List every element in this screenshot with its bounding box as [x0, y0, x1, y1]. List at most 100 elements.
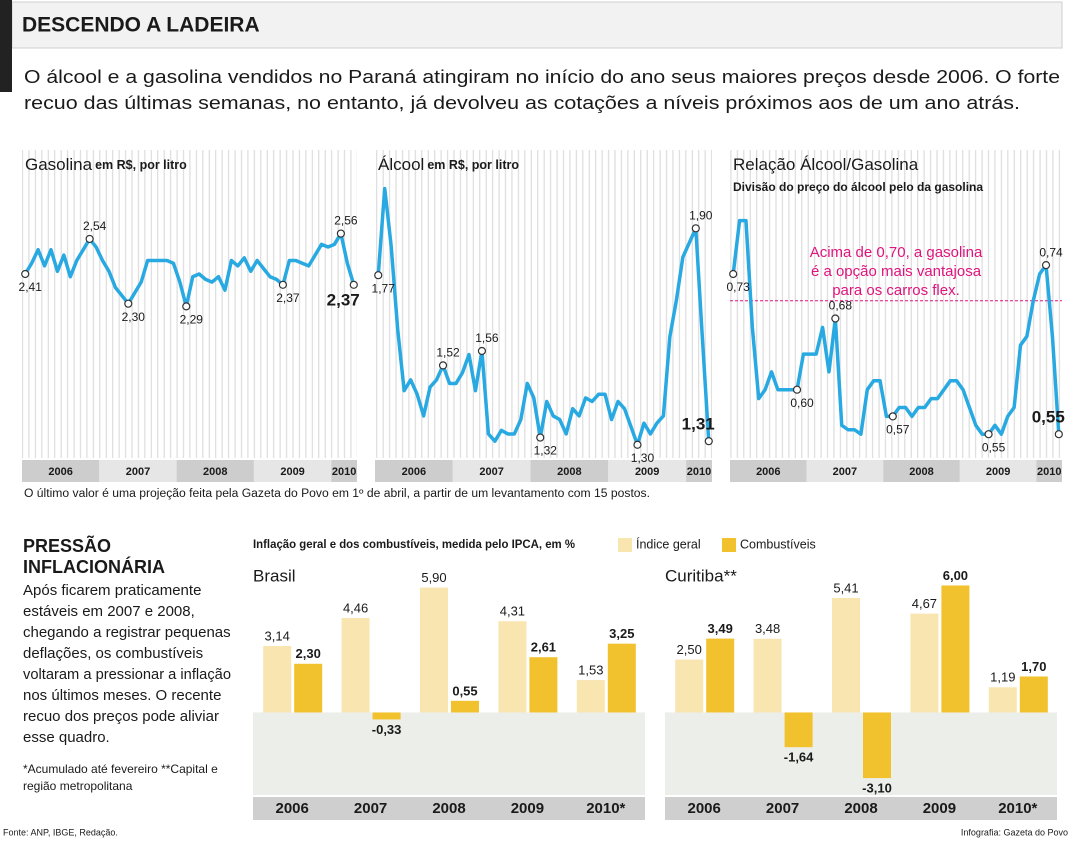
value-label: 2,56	[334, 214, 358, 228]
year-band	[253, 460, 332, 482]
value-label: 1,56	[475, 331, 499, 345]
year-label: 2008	[203, 466, 227, 478]
bar	[420, 587, 448, 713]
point-marker	[792, 385, 802, 394]
point-marker	[124, 299, 133, 308]
last-value-label: 0,55	[1032, 408, 1065, 427]
price-line	[376, 186, 711, 447]
x-tick-label: 2007	[354, 800, 387, 817]
bar	[988, 687, 1017, 713]
chart-subtitle: Divisão do preço do álcool pelo da gasol…	[733, 180, 983, 194]
bar-value-label: -1,64	[784, 750, 814, 765]
value-label: 0,73	[727, 280, 751, 294]
sidebar-text: chegando a registrar pequenas	[23, 624, 231, 641]
year-band	[608, 460, 687, 482]
bar	[607, 643, 636, 713]
value-label: 1,52	[436, 346, 460, 360]
chart-unit: em R$, por litro	[95, 158, 187, 172]
point-marker	[888, 412, 897, 421]
legend-swatch	[722, 538, 736, 552]
bar-value-label: 2,30	[296, 646, 321, 661]
year-label: 2008	[557, 466, 581, 478]
header-band	[11, 1, 1063, 49]
value-label: 1,77	[372, 281, 396, 295]
chart-title: Curitiba**	[665, 566, 737, 585]
value-label: 2,41	[19, 280, 43, 294]
header-subtitle: O álcool e a gasolina vendidos no Paraná…	[24, 67, 1060, 87]
bar	[753, 638, 782, 713]
source: Fonte: ANP, IBGE, Redação.	[3, 827, 118, 837]
chart-title-text: Gasolina	[25, 155, 93, 174]
x-tick-label: 2007	[766, 800, 799, 817]
value-label: 2,30	[122, 310, 146, 324]
sidebar-text: voltaram a pressionar a inflação	[23, 666, 231, 683]
year-band	[452, 460, 531, 482]
year-band	[806, 460, 884, 482]
footnote: região metropolitana	[23, 779, 133, 793]
bar-value-label: 0,55	[452, 683, 477, 698]
bar-value-label: 2,61	[531, 640, 556, 655]
chart-title: Relação Álcool/Gasolina	[733, 155, 919, 174]
value-label: 0,57	[886, 423, 910, 437]
header-subtitle: recuo das últimas semanas, no entanto, j…	[24, 93, 1020, 113]
year-label: 2008	[909, 466, 933, 478]
axis-band	[253, 797, 645, 820]
plot-area	[375, 150, 712, 458]
bar-value-label: 3,25	[609, 626, 634, 641]
bar	[263, 645, 292, 713]
value-label: 2,54	[83, 219, 107, 233]
value-label: 0,68	[829, 299, 853, 313]
bar-value-label: 3,14	[265, 628, 290, 643]
bar	[341, 618, 370, 713]
bar	[576, 680, 605, 713]
chart-subtitle: Inflação geral e dos combustíveis, medid…	[253, 537, 575, 551]
year-label: 2007	[833, 466, 857, 478]
point-marker	[438, 361, 448, 370]
footnote: *Acumulado até fevereiro **Capital e	[23, 762, 218, 776]
bar	[451, 700, 479, 713]
point-marker	[182, 302, 191, 311]
bar	[1019, 676, 1048, 713]
x-tick-label: 2009	[511, 800, 544, 817]
legend-label: Índice geral	[636, 536, 701, 551]
last-value-label: 2,37	[327, 290, 360, 309]
point-marker	[984, 430, 993, 439]
bar-value-label: -0,33	[372, 722, 402, 737]
legend-swatch	[618, 538, 632, 552]
bar	[498, 621, 527, 713]
year-band	[331, 460, 357, 482]
bar	[784, 712, 813, 748]
point-marker	[374, 271, 383, 280]
x-tick-label: 2006	[688, 800, 721, 817]
x-tick-label: 2008	[432, 800, 465, 817]
credit: Infografia: Gazeta do Povo	[961, 827, 1068, 837]
bar-value-label: 3,49	[708, 621, 733, 636]
value-label: 2,37	[276, 291, 300, 305]
chart-title: Álcool em R$, por litro	[378, 155, 519, 174]
point-marker	[633, 440, 642, 449]
x-tick-label: 2009	[923, 800, 956, 817]
sidebar-text: Após ficarem praticamente	[23, 582, 201, 599]
point-marker	[536, 433, 545, 442]
price-line	[731, 218, 1061, 436]
sidebar-text: estáveis em 2007 e 2008,	[23, 603, 195, 620]
sidebar-text: esse quadro.	[23, 729, 110, 746]
bar	[372, 712, 401, 720]
annotation: é a opção mais vantajosa	[811, 263, 982, 280]
year-band	[176, 460, 254, 482]
year-label: 2006	[756, 466, 780, 478]
point-marker	[336, 229, 345, 238]
year-label: 2009	[986, 466, 1010, 478]
bar	[941, 585, 970, 713]
year-label: 2006	[402, 466, 426, 478]
x-tick-label: 2010*	[998, 800, 1037, 817]
annotation: para os carros flex.	[832, 282, 960, 299]
point-marker	[278, 280, 288, 289]
value-label: 0,74	[1039, 245, 1063, 259]
plot-area	[730, 150, 1062, 458]
year-label: 2007	[126, 466, 150, 478]
value-label: 1,32	[534, 444, 558, 458]
bar	[294, 663, 323, 713]
year-band	[375, 460, 453, 482]
bar-value-label: 2,50	[677, 642, 702, 657]
